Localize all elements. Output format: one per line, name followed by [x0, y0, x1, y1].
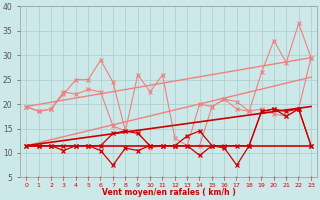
X-axis label: Vent moyen/en rafales ( km/h ): Vent moyen/en rafales ( km/h ) — [102, 188, 236, 197]
